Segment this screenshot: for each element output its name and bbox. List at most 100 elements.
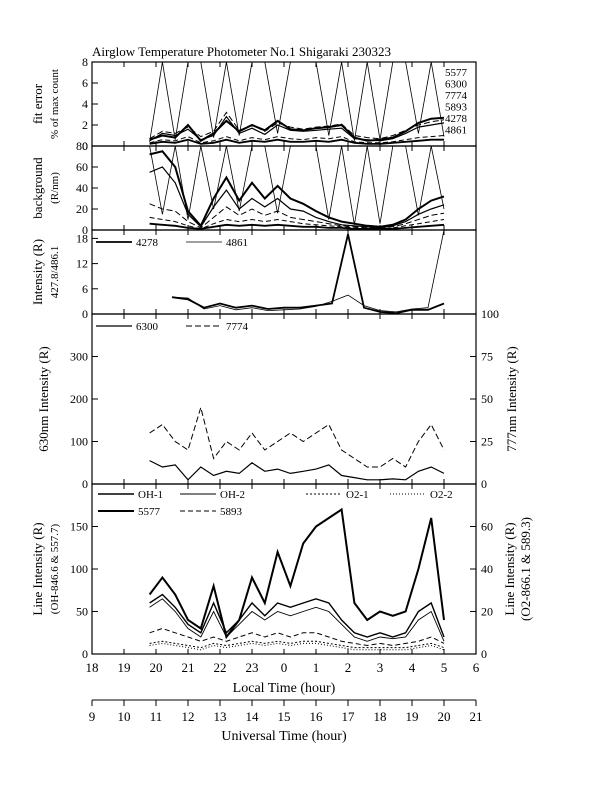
y-tick-label: 50 — [76, 605, 88, 619]
y-tick-label: 2 — [82, 118, 88, 132]
legend-entry: 4861 — [226, 237, 248, 249]
legend-entry: 7774 — [226, 321, 249, 333]
ut-tick-label: 18 — [374, 709, 387, 724]
series-group — [149, 146, 445, 230]
ut-tick-label: 13 — [214, 709, 227, 724]
ut-tick-label: 12 — [182, 709, 195, 724]
local-time-tick-label: 23 — [246, 660, 259, 675]
series-group — [148, 507, 445, 651]
local-time-tick-label: 20 — [150, 660, 163, 675]
series-line-4278 — [149, 222, 445, 230]
series-line-OH-1 — [149, 593, 445, 638]
series-line-6300 — [149, 115, 445, 142]
y-tick-label: 0 — [82, 223, 88, 237]
series-line-OH-2 — [149, 598, 445, 642]
legend-entry: 5577 — [445, 67, 468, 79]
y-tick-label: 0 — [82, 307, 88, 321]
legend-entry: 4861 — [445, 125, 467, 137]
series-line-5893 — [149, 627, 445, 647]
y-tick-label: 0 — [82, 647, 88, 661]
series-line-7774 — [149, 405, 445, 468]
series-line-5577 — [149, 116, 445, 143]
local-time-tick-label: 18 — [86, 660, 99, 675]
y-tick-label: 60 — [76, 160, 88, 174]
series-line-4861 — [171, 230, 445, 313]
y2-tick-label: 75 — [481, 350, 493, 364]
legend-entry: 5893 — [220, 506, 243, 518]
y-tick-label: 80 — [76, 139, 88, 153]
local-time-tick-label: 6 — [473, 660, 480, 675]
y-tick-label: 100 — [70, 562, 88, 576]
series-group — [171, 230, 445, 314]
panel-line-intensity: 0 50 100 150 Line Intensity (R) (OH-846.6 & 5… — [30, 483, 533, 661]
series-line-5893 — [149, 135, 445, 144]
y2-axis-label: (O2-866.1 & 589.3) — [518, 517, 533, 621]
series-line-5577 — [149, 150, 445, 228]
y-tick-label: 40 — [76, 181, 88, 195]
panel-background: 0 20 40 60 80 background (R/nm) — [30, 139, 477, 237]
local-time-tick-label: 0 — [281, 660, 288, 675]
y-tick-label: 0 — [82, 477, 88, 491]
series-line-6300 — [149, 166, 445, 229]
y-tick-label: 100 — [70, 435, 88, 449]
y2-axis-label: 777nm Intensity (R) — [504, 346, 519, 451]
local-time-tick-label: 5 — [441, 660, 448, 675]
ut-tick-label: 11 — [150, 709, 163, 724]
legend-entry: 7774 — [445, 90, 468, 102]
y2-axis-label: Line Intensity (R) — [502, 522, 517, 615]
y-axis-label: (OH-846.6 & 557.7) — [49, 523, 61, 614]
local-time-tick-label: 4 — [409, 660, 416, 675]
y2-tick-label: 25 — [481, 435, 493, 449]
y-axis-label: 630nm Intensity (R) — [36, 346, 51, 451]
y-axis-label: fit error — [30, 83, 45, 124]
y2-tick-label: 40 — [481, 562, 493, 576]
panel-fit-error: 0 2 4 6 8 fit error % of max count 557763007774… — [30, 55, 477, 153]
local-time-tick-label: 1 — [313, 660, 320, 675]
series-group — [149, 62, 445, 145]
legend-entry: 4278 — [136, 237, 159, 249]
legend-entry: 4278 — [445, 113, 468, 125]
y-axis-label: background — [30, 157, 45, 219]
y-tick-label: 20 — [76, 202, 88, 216]
plot-frame — [91, 313, 477, 485]
y-axis-label: Line Intensity (R) — [30, 522, 45, 615]
legend-entry: O2-1 — [346, 489, 369, 501]
y2-tick-label: 100 — [481, 307, 499, 321]
y-tick-label: 8 — [82, 55, 88, 69]
legend-entry: 5577 — [138, 506, 161, 518]
y-tick-label: 18 — [76, 231, 88, 245]
y-tick-label: 200 — [70, 392, 88, 406]
ut-tick-label: 16 — [310, 709, 324, 724]
y2-tick-label: 0 — [481, 477, 487, 491]
series-line-4861 — [149, 146, 445, 225]
y-axis-label: Intensity (R) — [30, 239, 45, 305]
y-tick-label: 300 — [70, 350, 88, 364]
ut-tick-label: 20 — [438, 709, 451, 724]
legend-entry: OH-2 — [220, 489, 245, 501]
series-line-6300 — [149, 460, 445, 481]
y-axis-label: (R/nm) — [49, 172, 61, 204]
ut-tick-label: 15 — [278, 709, 291, 724]
series-line-7774 — [149, 203, 445, 229]
legend-entry: O2-2 — [430, 489, 453, 501]
ut-tick-label: 10 — [118, 709, 131, 724]
local-time-tick-label: 19 — [118, 660, 131, 675]
series-line-5577 — [148, 507, 445, 640]
y2-tick-label: 60 — [481, 520, 493, 534]
local-time-tick-label: 21 — [182, 660, 195, 675]
y2-tick-label: 0 — [481, 647, 487, 661]
figure-title: Airglow Temperature Photometer No.1 Shig… — [92, 44, 391, 59]
ut-tick-label: 14 — [246, 709, 260, 724]
ut-tick-label: 9 — [89, 709, 96, 724]
y-tick-label: 6 — [82, 282, 88, 296]
local-time-axis-label: Local Time (hour) — [233, 681, 336, 696]
series-line-7774 — [149, 111, 445, 140]
y-axis-label: 427.8/486.1 — [49, 246, 61, 299]
panel-630nm-777nm: 0 100 200 300 630nm Intensity (R) 0 25 50 75 100 7… — [36, 307, 519, 491]
panel-intensity-4278-4861: 0 6 12 18 Intensity (R) 427.8/486.1 4278 4861 — [30, 229, 477, 321]
local-time-tick-label: 2 — [345, 660, 352, 675]
y-tick-label: 150 — [70, 520, 88, 534]
